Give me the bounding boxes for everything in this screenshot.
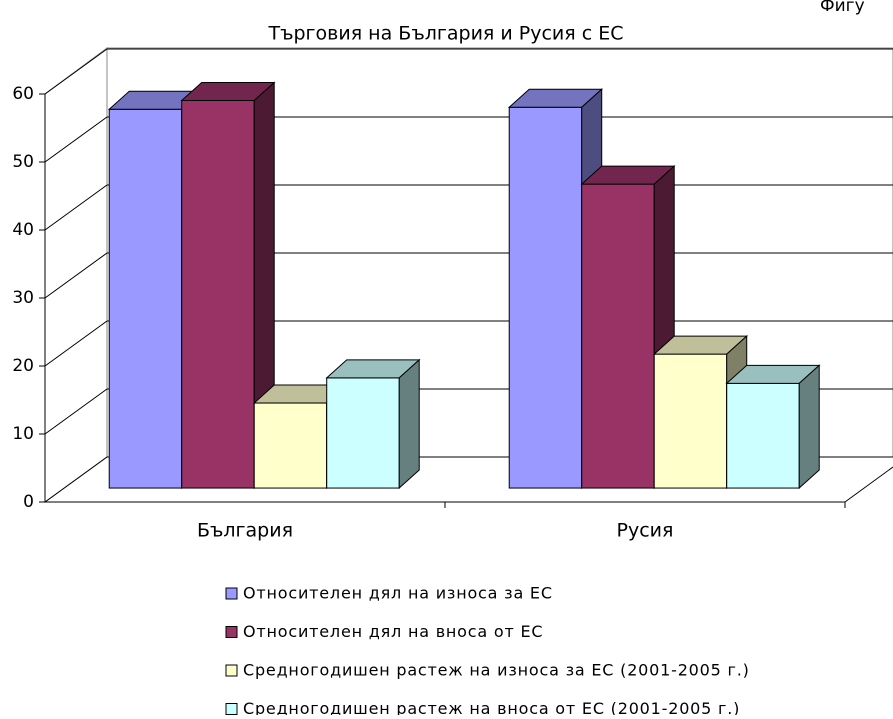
legend-swatch	[225, 664, 238, 677]
legend-label: Средногодишен растеж на износа за ЕС (20…	[243, 661, 750, 680]
y-tick-label: 10	[12, 424, 34, 444]
x-tick-label: Русия	[617, 520, 674, 542]
legend-swatch	[225, 587, 238, 600]
y-tick-label: 40	[12, 220, 34, 240]
bar	[326, 377, 400, 489]
y-tick-label: 50	[12, 152, 34, 172]
grid-line	[44, 320, 108, 367]
legend-swatch	[225, 703, 238, 715]
bar-side	[798, 364, 820, 490]
y-tick-label: 20	[12, 356, 34, 376]
y-tick-label: 60	[12, 84, 34, 104]
bar	[726, 382, 800, 489]
legend-label: Относителен дял на вноса от ЕС	[243, 622, 543, 641]
bar	[508, 106, 583, 489]
chart-title: Търговия на България и Русия с ЕС	[267, 23, 623, 45]
bar	[108, 108, 183, 489]
grid-line	[44, 116, 108, 163]
bar	[181, 99, 255, 489]
bar	[653, 353, 728, 489]
bar-side	[398, 358, 420, 490]
legend-label: Средногодишен растеж на вноса от ЕС (200…	[243, 699, 740, 715]
bar	[253, 402, 328, 489]
grid-line	[44, 184, 108, 231]
bar	[581, 183, 655, 489]
grid-line	[44, 252, 108, 299]
x-tick-label: България	[197, 520, 293, 542]
y-tick-label: 30	[12, 288, 34, 308]
y-tick-label: 0	[23, 492, 34, 512]
grid-line	[44, 48, 108, 95]
legend-label: Относителен дял на износа за ЕС	[243, 584, 553, 603]
grid-line	[44, 388, 108, 435]
floor-right	[844, 466, 893, 503]
corner-text: Фигу	[820, 0, 865, 16]
legend-swatch	[225, 626, 238, 638]
